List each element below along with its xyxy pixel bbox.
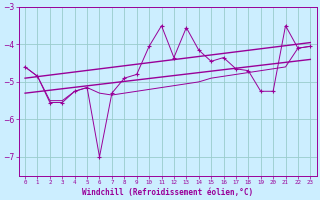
X-axis label: Windchill (Refroidissement éolien,°C): Windchill (Refroidissement éolien,°C) xyxy=(82,188,253,197)
